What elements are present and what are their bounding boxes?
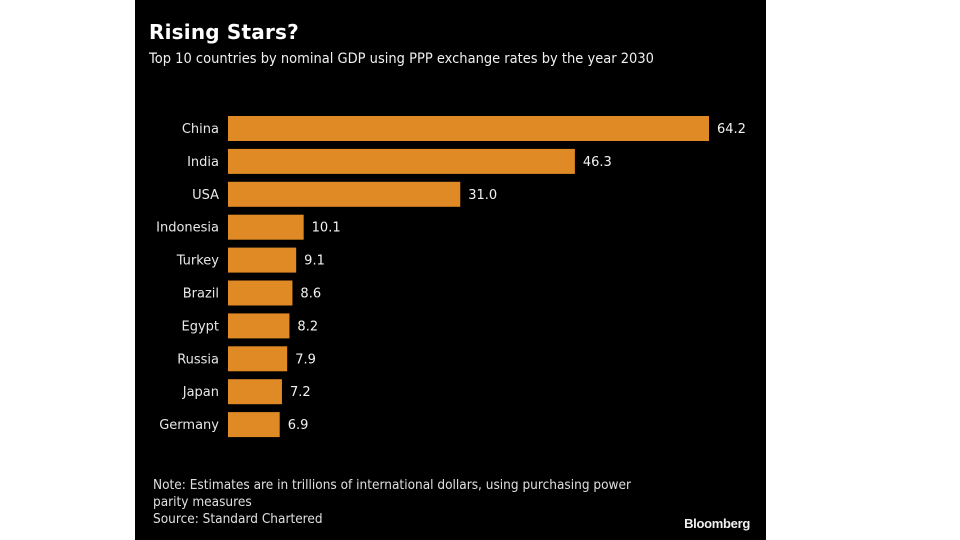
chart-subtitle: Top 10 countries by nominal GDP using PP…: [149, 51, 654, 67]
value-label: 6.9: [288, 418, 309, 433]
bar: [228, 214, 304, 240]
category-label: India: [187, 155, 219, 170]
category-label: USA: [192, 188, 219, 203]
category-label: Egypt: [181, 319, 219, 334]
category-label: China: [182, 122, 219, 137]
bar-chart: China 64.2 India 46.3 USA 31.0 Indonesia 10.1 Tu…: [156, 116, 746, 438]
bar-row: Germany 6.9: [159, 412, 309, 438]
bar-row: Japan 7.2: [182, 379, 311, 405]
value-label: 46.3: [583, 155, 612, 170]
category-label: Turkey: [176, 254, 220, 269]
category-label: Germany: [159, 418, 219, 433]
bar: [228, 313, 290, 339]
category-label: Indonesia: [156, 221, 219, 236]
category-label: Japan: [182, 385, 219, 400]
bar-row: Egypt 8.2: [181, 313, 318, 339]
value-label: 10.1: [312, 221, 341, 236]
bar-row: China 64.2: [182, 116, 746, 141]
bar-row: Turkey 9.1: [176, 247, 325, 273]
category-label: Brazil: [183, 287, 219, 302]
bar: [228, 148, 575, 174]
bar: [228, 412, 280, 438]
bar-row: Brazil 8.6: [183, 280, 321, 306]
value-label: 9.1: [304, 254, 325, 269]
chart-note: Note: Estimates are in trillions of inte…: [153, 477, 631, 510]
chart-source: Source: Standard Chartered: [153, 511, 323, 527]
bar: [228, 116, 709, 141]
value-label: 31.0: [468, 188, 497, 203]
bar: [228, 247, 297, 273]
bar: [228, 181, 461, 207]
value-label: 8.6: [300, 287, 321, 302]
value-label: 8.2: [297, 319, 318, 334]
chart-panel: Rising Stars? Top 10 countries by nomina…: [135, 0, 766, 540]
bar: [228, 280, 293, 306]
bar-row: USA 31.0: [192, 181, 497, 207]
value-label: 7.2: [290, 385, 311, 400]
bar: [228, 379, 282, 405]
category-label: Russia: [177, 352, 219, 367]
chart-title: Rising Stars?: [149, 20, 299, 44]
bar-row: Indonesia 10.1: [156, 214, 341, 240]
value-label: 7.9: [295, 352, 316, 367]
bloomberg-logo: Bloomberg: [684, 516, 750, 531]
value-label: 64.2: [717, 122, 746, 137]
bar: [228, 346, 288, 372]
bar-row: India 46.3: [187, 148, 612, 174]
bar-row: Russia 7.9: [177, 346, 316, 372]
